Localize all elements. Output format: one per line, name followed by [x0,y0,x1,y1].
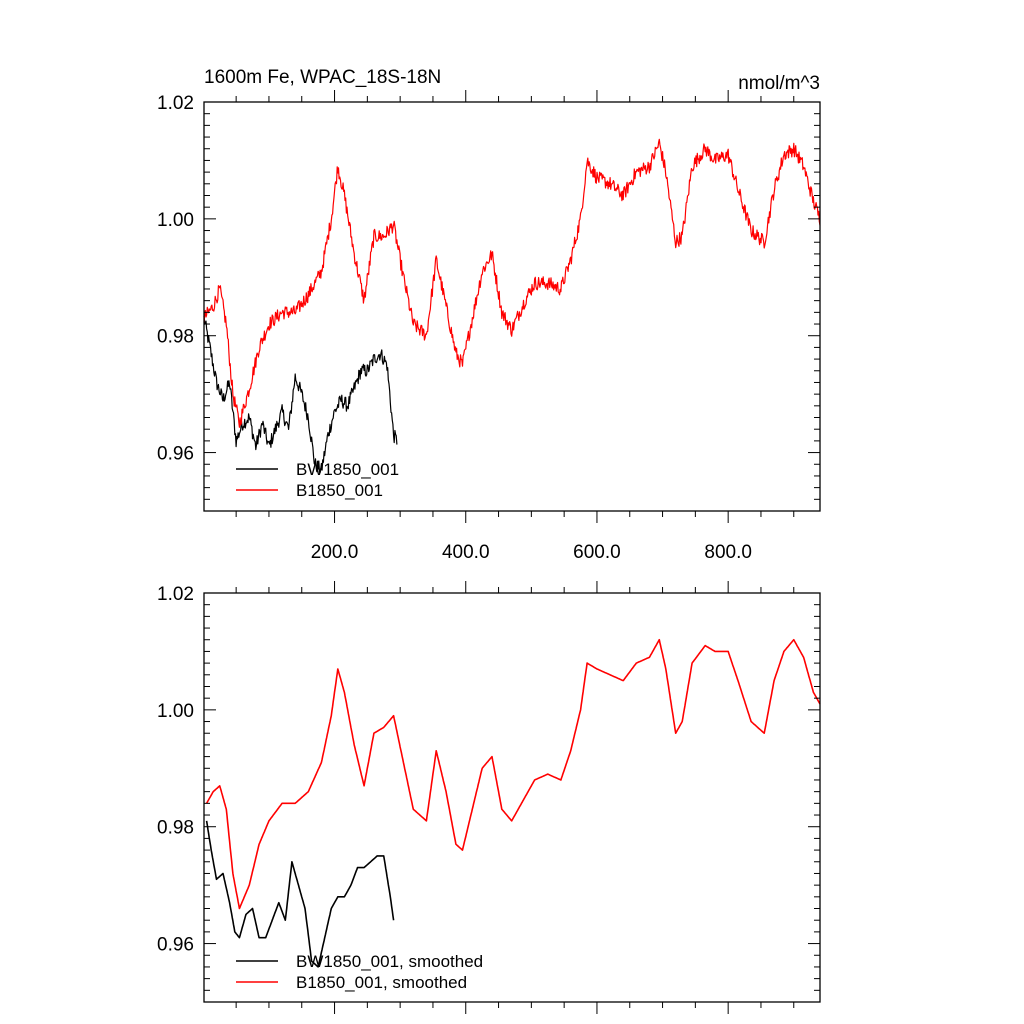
y-tick-label: 1.00 [157,701,194,722]
bottom-plot-panel: 0.96 0.98 1.00 1.02 BW1850_001, smoothed B1… [157,581,821,1014]
y-tick-label: 0.96 [157,444,194,465]
y-tick-label: 1.02 [157,584,194,605]
series-line-bw1850-001 [203,315,398,473]
y-tick-label: 1.02 [157,93,194,114]
units-label: nmol/m^3 [738,73,820,94]
legend-label-b1850: B1850_001 [296,481,383,500]
legend-label-b1850-smoothed: B1850_001, smoothed [296,973,467,992]
y-tick-label: 1.00 [157,210,194,231]
x-tick-label: 200.0 [311,542,359,563]
legend-label-bw1850-smoothed: BW1850_001, smoothed [296,952,483,971]
y-tick-label: 0.96 [157,935,194,956]
series-line-bw1850-001-smoothed [205,820,395,968]
plot-title: 1600m Fe, WPAC_18S-18N [204,67,441,88]
legend: BW1850_001 B1850_001 [236,460,399,500]
series-line-b1850-001-smoothed [205,638,821,910]
x-tick-label: 400.0 [442,542,490,563]
y-tick-label: 0.98 [157,818,194,839]
y-tick-label: 0.98 [157,327,194,348]
legend: BW1850_001, smoothed B1850_001, smoothed [236,952,483,992]
legend-label-bw1850: BW1850_001 [296,460,399,479]
plot-frame [203,592,821,1003]
x-tick-label: 600.0 [573,542,621,563]
series-line-b1850-001 [203,138,821,428]
top-plot-panel: 1600m Fe, WPAC_18S-18N nmol/m^3 0.96 0.98… [157,67,821,563]
plot-frame [203,101,821,512]
x-tick-label: 800.0 [704,542,752,563]
